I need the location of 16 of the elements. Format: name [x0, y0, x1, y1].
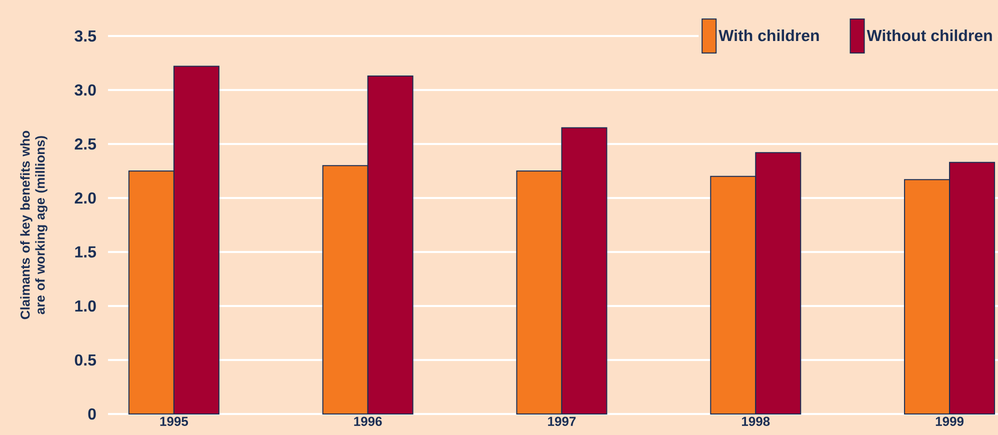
y-tick-label: 0 [88, 408, 96, 420]
x-tick-label: 1997 [548, 416, 576, 426]
y-tick-label: 2.0 [74, 192, 96, 204]
legend-label: With children [718, 29, 819, 42]
y-tick-label: 3.0 [74, 84, 96, 96]
x-tick-label: 1996 [354, 416, 382, 426]
x-tick-label: 1999 [936, 416, 964, 426]
y-axis-title: Claimants of key benefits who are of working age (millions) [20, 130, 48, 320]
x-tick-label: 1998 [742, 416, 770, 426]
legend-label: Without children [866, 29, 992, 42]
y-tick-label: 0.5 [74, 354, 96, 366]
y-tick-label: 2.5 [74, 138, 96, 150]
x-tick-label: 1995 [160, 416, 188, 426]
y-tick-label: 1.0 [75, 300, 96, 312]
y-tick-label: 1.5 [75, 246, 96, 258]
y-tick-label: 3.5 [74, 30, 96, 42]
